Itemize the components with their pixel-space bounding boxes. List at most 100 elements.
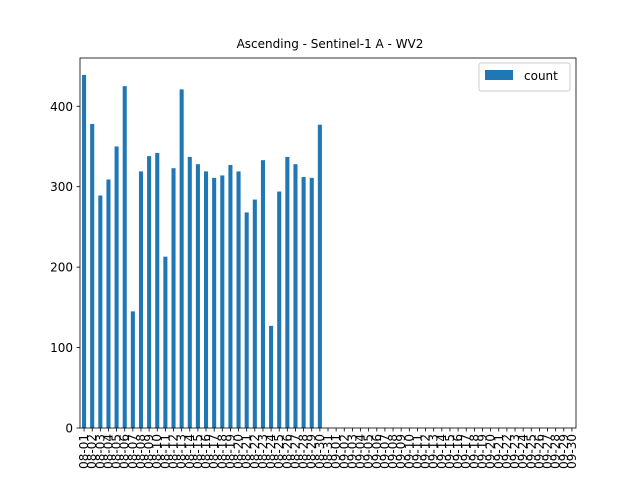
bar-08-24 <box>269 325 274 428</box>
x-tick-label-08-27: 08-27 <box>288 434 302 469</box>
x-tick-label-08-01: 08-01 <box>77 434 91 469</box>
bar-08-04 <box>106 179 111 428</box>
bar-08-03 <box>98 195 103 428</box>
x-tick-label-09-16: 09-16 <box>451 434 465 469</box>
x-tick-label-08-10: 08-10 <box>150 434 164 469</box>
bar-08-18 <box>220 175 225 428</box>
y-axis: 0 100 200 300 400 <box>50 100 80 436</box>
plot-frame <box>79 57 577 429</box>
bar-08-17 <box>212 177 217 428</box>
x-tick-label-08-08: 08-08 <box>134 434 148 469</box>
bar-08-10 <box>155 152 160 428</box>
bar-08-28 <box>301 177 306 428</box>
x-tick-label-09-26: 09-26 <box>532 434 546 469</box>
x-tick-label-09-04: 09-04 <box>354 434 368 469</box>
x-tick-label-08-19: 08-19 <box>223 434 237 469</box>
x-tick-label-09-23: 09-23 <box>508 434 522 469</box>
x-tick-label-09-10: 09-10 <box>402 434 416 469</box>
x-tick-label-08-05: 08-05 <box>110 434 124 469</box>
x-tick-label-08-07: 08-07 <box>126 434 140 469</box>
legend-swatch <box>485 70 513 80</box>
bar-08-29 <box>309 177 314 428</box>
x-tick-label-09-28: 09-28 <box>549 434 563 469</box>
bar-08-19 <box>228 164 233 429</box>
x-tick-label-09-05: 09-05 <box>362 434 376 469</box>
x-tick-label-09-22: 09-22 <box>500 434 514 469</box>
x-tick-label-08-25: 08-25 <box>272 434 286 469</box>
x-tick-label-09-19: 09-19 <box>475 434 489 469</box>
x-axis: 08-0108-0208-0308-0408-0508-0608-0708-08… <box>77 428 579 469</box>
x-tick-label-08-21: 08-21 <box>240 434 254 469</box>
bar-08-20 <box>236 171 241 428</box>
bar-08-06 <box>122 86 127 429</box>
bar-08-25 <box>277 191 282 428</box>
y-tick-label: 100 <box>50 341 73 355</box>
x-tick-label-09-11: 09-11 <box>410 434 424 469</box>
bar-08-13 <box>179 89 184 429</box>
bar-08-26 <box>285 156 290 428</box>
chart-title: Ascending - Sentinel-1 A - WV2 <box>237 37 424 51</box>
x-tick-label-09-15: 09-15 <box>443 434 457 469</box>
x-tick-label-08-13: 08-13 <box>175 434 189 469</box>
bar-08-07 <box>130 311 135 428</box>
y-tick-label: 300 <box>50 180 73 194</box>
x-tick-label-09-18: 09-18 <box>467 434 481 469</box>
bar-08-05 <box>114 146 119 429</box>
bar-08-08 <box>138 171 144 428</box>
x-tick-label-08-22: 08-22 <box>248 434 262 469</box>
y-tick-label: 0 <box>65 422 73 436</box>
x-tick-label-09-09: 09-09 <box>394 434 408 469</box>
bar-08-12 <box>171 168 176 428</box>
bar-08-21 <box>244 212 249 428</box>
x-tick-label-08-11: 08-11 <box>158 434 172 469</box>
x-tick-label-08-12: 08-12 <box>167 434 181 469</box>
x-tick-label-09-21: 09-21 <box>492 434 506 469</box>
x-tick-label-08-31: 08-31 <box>321 434 335 469</box>
x-tick-label-08-02: 08-02 <box>85 434 99 469</box>
x-tick-label-09-08: 09-08 <box>386 434 400 469</box>
bar-08-30 <box>317 124 322 428</box>
x-tick-label-08-09: 08-09 <box>142 434 156 469</box>
bar-08-22 <box>252 199 257 428</box>
x-tick-label-08-29: 08-29 <box>305 434 319 469</box>
x-tick-label-08-17: 08-17 <box>207 434 221 469</box>
y-tick-label: 400 <box>50 100 73 114</box>
x-tick-label-09-20: 09-20 <box>484 434 498 469</box>
x-tick-label-08-04: 08-04 <box>101 434 115 469</box>
x-tick-label-08-18: 08-18 <box>215 434 229 469</box>
x-tick-label-08-06: 08-06 <box>118 434 132 469</box>
x-tick-label-08-23: 08-23 <box>256 434 270 469</box>
x-tick-label-09-29: 09-29 <box>557 434 571 469</box>
bar-08-14 <box>187 156 192 428</box>
x-tick-label-09-27: 09-27 <box>541 434 555 469</box>
bar-08-02 <box>90 123 95 429</box>
x-tick-label-09-25: 09-25 <box>524 434 538 469</box>
x-tick-label-09-17: 09-17 <box>459 434 473 469</box>
x-tick-label-09-01: 09-01 <box>329 434 343 469</box>
x-tick-label-08-03: 08-03 <box>93 434 107 469</box>
legend: count <box>478 62 571 92</box>
bar-08-27 <box>293 164 298 429</box>
x-tick-label-09-02: 09-02 <box>337 434 351 469</box>
x-tick-label-09-12: 09-12 <box>419 434 433 469</box>
x-tick-label-09-14: 09-14 <box>435 434 449 469</box>
x-tick-label-08-24: 08-24 <box>264 434 278 469</box>
bar-08-23 <box>260 160 265 428</box>
x-tick-label-09-24: 09-24 <box>516 434 530 469</box>
x-tick-label-08-30: 08-30 <box>313 434 327 469</box>
x-tick-label-08-16: 08-16 <box>199 434 213 469</box>
bar-08-16 <box>204 171 209 428</box>
x-tick-label-09-06: 09-06 <box>370 434 384 469</box>
bar-08-01 <box>82 74 87 428</box>
x-tick-label-08-14: 08-14 <box>183 434 197 469</box>
x-tick-label-09-03: 09-03 <box>345 434 359 469</box>
legend-label-count: count <box>524 69 558 83</box>
bar-08-11 <box>163 256 168 428</box>
x-tick-label-08-28: 08-28 <box>297 434 311 469</box>
x-tick-label-09-13: 09-13 <box>427 434 441 469</box>
y-tick-label: 200 <box>50 261 73 275</box>
x-tick-label-09-07: 09-07 <box>378 434 392 469</box>
x-tick-label-08-15: 08-15 <box>191 434 205 469</box>
bar-08-15 <box>195 164 200 429</box>
